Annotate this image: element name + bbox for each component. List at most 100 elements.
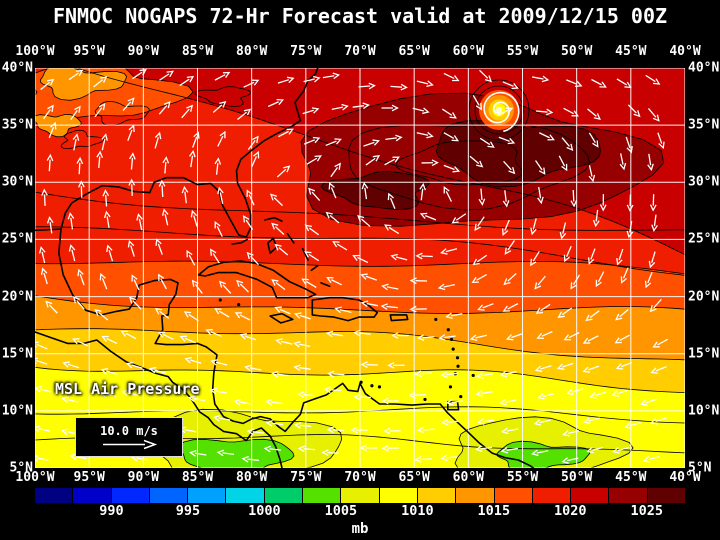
wind-arrow <box>251 150 260 168</box>
wind-arrow <box>326 370 345 378</box>
wind-arrow <box>94 102 106 118</box>
wind-arrow <box>352 254 369 264</box>
wind-arrow <box>570 189 578 208</box>
wind-arrow <box>443 186 453 202</box>
wind-arrow <box>100 367 118 375</box>
lon-label: 40°W <box>669 470 701 485</box>
lon-label: 60°W <box>452 470 484 485</box>
wind-arrow <box>189 149 196 168</box>
lat-label: 25°N <box>1 231 33 247</box>
colorbar-segment <box>379 488 417 503</box>
wind-arrow <box>214 308 230 318</box>
wind-arrow <box>474 445 493 453</box>
wind-arrow <box>205 329 222 337</box>
wind-scale-label: 10.0 m/s <box>100 424 158 438</box>
lon-label: 75°W <box>290 470 322 485</box>
lat-label: 35°N <box>688 117 720 133</box>
wind-arrow <box>535 108 554 116</box>
wind-arrow <box>642 455 660 463</box>
wind-arrow <box>445 312 463 320</box>
wind-arrow <box>443 164 461 173</box>
wind-arrow <box>217 186 224 204</box>
wind-arrow <box>179 335 196 344</box>
wind-arrow <box>68 244 76 262</box>
wind-arrow <box>614 334 630 344</box>
wind-arrow <box>306 155 322 165</box>
wind-arrow <box>132 68 147 80</box>
wind-arrow <box>148 366 166 374</box>
colorbar-tick-labels: 990 995 1000 1005 1010 1015 1020 1025 <box>0 503 720 520</box>
wind-arrow <box>586 446 604 454</box>
wind-arrow <box>626 194 634 212</box>
wind-arrow <box>623 421 641 429</box>
wind-arrow <box>499 370 517 378</box>
wind-arrow <box>244 364 262 372</box>
wind-arrow <box>72 133 80 151</box>
wind-arrow <box>383 224 400 235</box>
wind-arrow <box>409 277 428 285</box>
wind-arrow <box>588 132 599 148</box>
wind-arrow <box>106 244 114 262</box>
wind-arrow <box>293 340 311 348</box>
colorbar-segment <box>188 488 226 503</box>
wind-arrow <box>131 274 140 291</box>
wind-arrow <box>35 386 52 393</box>
wind-arrow <box>267 98 285 108</box>
wind-arrow <box>94 309 109 321</box>
variable-label: MSL Air Pressure <box>55 380 200 398</box>
wind-arrow <box>616 78 632 89</box>
lat-label: 30°N <box>1 174 33 190</box>
wind-arrow <box>325 211 340 224</box>
wind-arrow <box>566 388 583 396</box>
wind-arrow <box>441 418 459 426</box>
wind-arrow <box>657 132 665 150</box>
wind-arrow <box>599 194 607 212</box>
wind-arrow <box>360 273 377 281</box>
wind-arrow <box>214 220 223 237</box>
wind-arrow <box>96 150 104 169</box>
wind-arrow <box>41 188 48 206</box>
wind-arrow <box>217 130 226 147</box>
lat-label: 15°N <box>688 346 720 362</box>
wind-arrow <box>184 356 202 364</box>
wind-arrow <box>330 162 341 178</box>
wind-arrow <box>416 131 434 139</box>
lon-label: 55°W <box>506 44 539 59</box>
wind-arrow <box>35 357 48 365</box>
wind-arrow <box>582 365 600 373</box>
wind-arrow <box>505 333 523 341</box>
wind-arrow <box>322 72 341 80</box>
wind-arrow <box>652 338 669 348</box>
wind-arrow <box>72 296 85 310</box>
wind-arrow <box>616 248 624 266</box>
wind-arrow <box>562 430 580 437</box>
lon-axis-top: 100°W 95°W 90°W 85°W 80°W 75°W 70°W 65°W 60°W 55°… <box>0 44 720 60</box>
wind-arrow <box>332 240 348 251</box>
lon-label: 50°W <box>561 44 593 59</box>
wind-arrow <box>538 132 555 141</box>
wind-arrow <box>437 283 455 291</box>
wind-arrow <box>563 107 579 117</box>
colorbar-segment <box>341 488 379 503</box>
lon-axis-bottom: 100°W 95°W 90°W 85°W 80°W 75°W 70°W 65°W 60°W 55°… <box>0 470 720 486</box>
wind-scale-legend: 10.0 m/s <box>75 417 183 457</box>
wind-arrow <box>570 274 581 290</box>
wind-arrow <box>445 398 464 406</box>
wind-arrow <box>361 181 369 200</box>
wind-arrow <box>360 300 379 308</box>
wind-arrow <box>582 417 600 425</box>
wind-arrow <box>157 331 174 340</box>
pressure-colorbar <box>35 488 686 503</box>
colorbar-segment <box>571 488 609 503</box>
wind-arrow <box>363 139 380 147</box>
wind-arrow <box>626 220 634 239</box>
wind-arrow <box>353 329 371 337</box>
wind-arrow <box>276 165 291 178</box>
wind-arrow <box>408 391 426 399</box>
wind-arrow <box>357 215 371 228</box>
wind-arrow <box>293 364 311 372</box>
lon-label: 75°W <box>290 44 322 59</box>
wind-arrow <box>331 103 349 111</box>
colorbar-segment <box>494 488 532 503</box>
